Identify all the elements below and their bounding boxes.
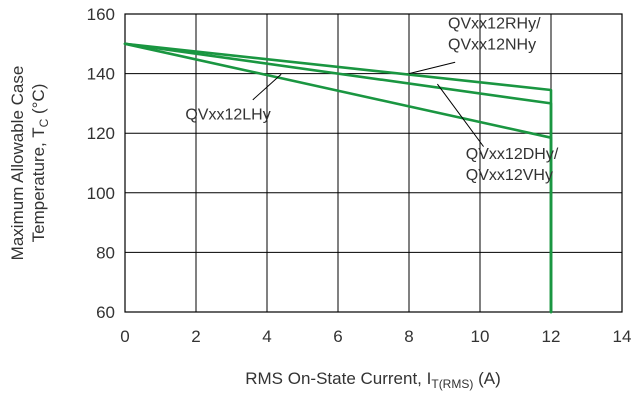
y-axis-title-line1: Maximum Allowable Case (8, 66, 27, 261)
y-tick-label: 160 (87, 5, 115, 24)
annotation-leader-line (436, 83, 484, 147)
y-tick-label: 120 (87, 124, 115, 143)
y-tick-label: 80 (96, 243, 115, 262)
y-axis-tick-labels: 60 80 100 120 140 160 (87, 5, 115, 322)
plot-frame (124, 13, 623, 313)
x-tick-label: 0 (120, 327, 129, 346)
y-axis-title-group: Maximum Allowable Case Temperature, TC (… (8, 66, 51, 261)
annotation-label: QVxx12LHy (185, 106, 270, 123)
x-tick-label: 12 (542, 327, 561, 346)
x-tick-label: 2 (191, 327, 200, 346)
annotation-label: QVxx12NHy (448, 36, 536, 53)
annotation-label: QVxx12DHy/ (466, 146, 559, 163)
y-axis-title-line2: Temperature, TC (°C) (29, 84, 51, 243)
annotations: QVxx12RHy/QVxx12NHy QVxx12DHy/QVxx12VHy QV… (185, 15, 558, 184)
annotation-label: QVxx12VHy (466, 167, 553, 184)
annotation-leader-line (252, 73, 282, 101)
x-axis-title: RMS On-State Current, IT(RMS) (A) (245, 369, 501, 391)
y-tick-label: 140 (87, 65, 115, 84)
y-tick-label: 100 (87, 184, 115, 203)
x-tick-label: 8 (404, 327, 413, 346)
x-tick-label: 14 (613, 327, 632, 346)
annotation-leader-line (408, 61, 456, 75)
x-tick-label: 4 (262, 327, 271, 346)
series-line (123, 42, 553, 314)
series-group (123, 42, 553, 314)
x-tick-label: 10 (471, 327, 490, 346)
x-axis-tick-labels: 0 2 4 6 8 10 12 14 (120, 327, 631, 346)
annotation-label: QVxx12RHy/ (448, 15, 541, 32)
grid (124, 13, 623, 313)
y-tick-label: 60 (96, 303, 115, 322)
x-tick-label: 6 (333, 327, 342, 346)
